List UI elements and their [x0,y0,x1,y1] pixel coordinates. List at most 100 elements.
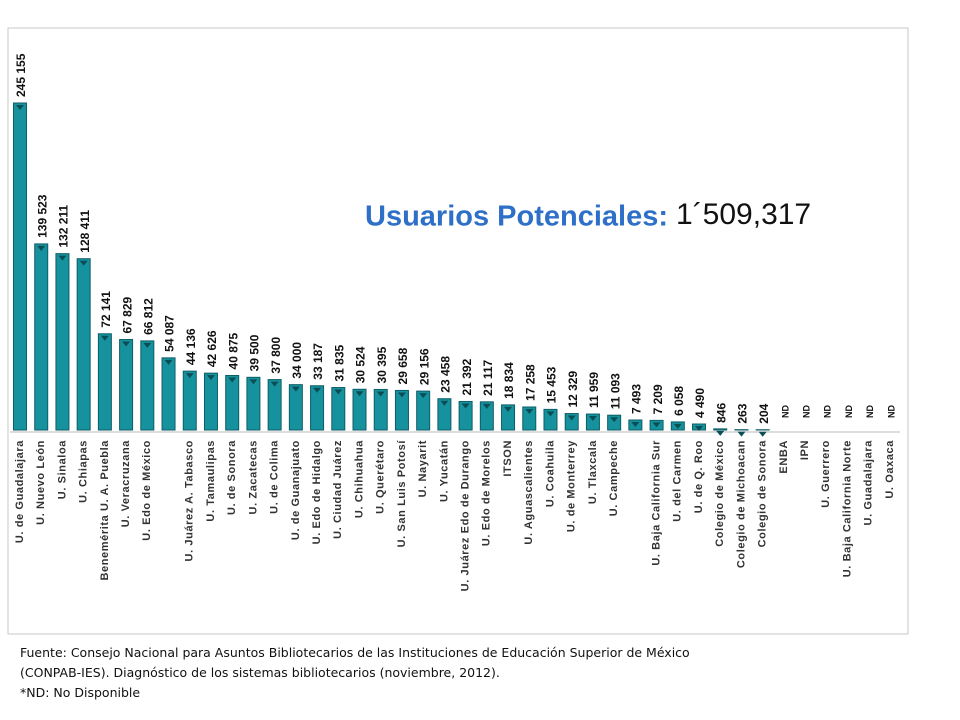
value-label: 30 524 [354,346,368,383]
bar [564,413,579,431]
bar [119,339,134,431]
chart: Usuarios Potenciales: 1´509,317 U. de Gu… [7,27,909,635]
x-tick-label: U. de Guadalajara [14,440,26,543]
bar-cap [737,431,746,437]
x-tick-label: U. Aguascalientes [523,440,535,545]
bar [458,400,473,431]
bar-cap [16,105,24,110]
bar [55,253,70,431]
value-label: 72 141 [99,291,113,328]
value-label: 33 187 [311,343,325,380]
bar [225,374,240,431]
value-label: 42 626 [205,330,219,367]
bar-cap [631,422,640,428]
value-label: 18 834 [502,362,516,399]
x-tick-label: U. Edo de Hidalgo [311,440,323,544]
value-label: 37 800 [269,337,283,374]
x-tick-label: U. Chihuahua [353,440,365,518]
x-tick-label: U. Guerrero [820,440,832,508]
value-label: 263 [736,403,750,423]
bar [437,398,452,431]
bar [373,388,388,431]
value-label: 30 395 [375,346,389,383]
value-label: 29 156 [417,348,431,385]
x-tick-label: Colegio de México [714,440,726,547]
value-label: 7 209 [651,384,665,414]
total-annotation: 1´509,317 [676,198,811,231]
x-tick-label: U. San Luis Potosí [396,440,408,548]
value-label: 21 117 [481,359,495,395]
bar [246,376,261,431]
bar-cap [100,335,109,341]
bar [310,385,325,431]
source-note: (CONPAB-IES). Diagnóstico de los sistema… [20,665,500,680]
x-tick-label: ENBA [778,440,790,474]
bar-cap [461,403,470,409]
bar-cap [376,391,385,397]
value-label: 11 959 [587,372,601,408]
x-tick-label: U. Querétaro [375,440,387,514]
bar [76,258,91,431]
x-tick-label: U. Juárez A. Tabasco [184,440,196,561]
value-label: 44 136 [184,328,198,365]
source-note: Fuente: Consejo Nacional para Asuntos Bi… [20,645,690,660]
bar-cap [291,386,300,392]
x-tick-label: IPN [799,440,811,460]
x-tick-label: U. Zacatecas [247,440,259,514]
bar-cap [249,379,258,385]
x-tick-label: U. Chiapas [78,440,90,503]
x-tick-label: U. Sinaloa [56,440,68,499]
value-label: ND [823,405,833,418]
x-tick-label: U. Tlaxcala [587,440,599,504]
bar [182,370,197,431]
bar-cap [419,393,428,399]
value-label: 31 835 [332,345,346,382]
x-tick-label: U. Oaxaca [884,440,896,499]
bar [416,390,431,431]
bar-cap [546,411,555,417]
value-label: 39 500 [248,334,262,371]
x-tick-label: U. de Guanajuato [290,440,302,540]
x-tick-label: U. de Sonora [226,440,238,515]
x-tick-label: U. Ciudad Juárez [332,440,344,539]
bar [522,406,537,431]
bar-cap [334,389,343,395]
bar-cap [79,260,88,266]
bar-cap [37,245,46,251]
bar [34,243,49,431]
value-label: 29 658 [396,347,410,384]
bar [543,408,558,431]
bar-cap [58,255,67,261]
bar [394,389,409,431]
bar-cap [228,377,237,383]
bar-cap [504,406,513,412]
bar [331,387,346,431]
bar-cap [355,391,364,397]
value-label: 66 812 [141,298,155,335]
x-tick-label: U. Juárez Edo de Durango [460,440,472,591]
x-tick-label: U. de Monterrey [566,440,578,532]
value-label: 12 329 [566,371,580,408]
value-label: 17 258 [523,364,537,401]
value-label: ND [865,405,875,418]
bar-cap [567,415,576,421]
bar-cap [143,342,152,348]
x-tick-label: U. Guadalajara [863,440,875,526]
value-label: 128 411 [78,210,92,253]
x-tick-label: U. Edo de Morelos [481,440,493,546]
x-tick-label: Benemérita U. A. Puebla [99,440,111,581]
bar-cap [122,341,131,347]
bar-cap [440,400,449,406]
bar-cap [758,431,767,437]
value-label: 40 875 [226,332,240,369]
bar [13,102,27,431]
value-label: 21 392 [460,358,474,395]
value-label: 4 490 [693,388,707,418]
x-tick-label: U. de Q. Roo [693,440,705,513]
nd-note: *ND: No Disponible [20,685,141,700]
x-tick-label: U. Veracruzana [120,440,132,528]
bar [140,340,155,431]
x-tick-label: U. del Carmen [672,440,684,522]
x-tick-label: U. Baja California Norte [841,440,853,577]
